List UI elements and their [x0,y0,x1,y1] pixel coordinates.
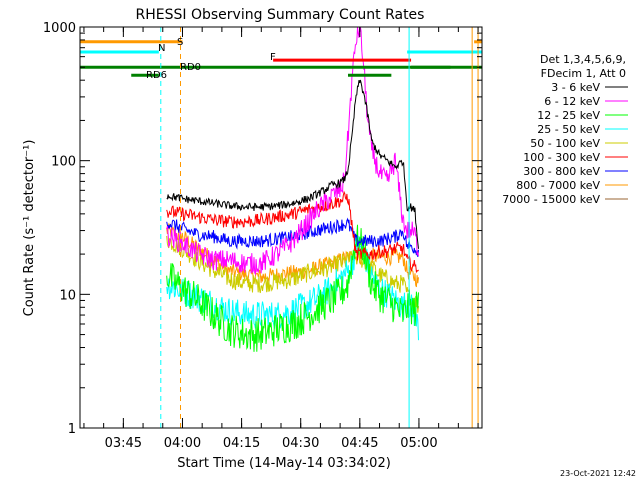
series-line-50-to-100-kev [166,235,419,313]
series-line-25-to-50-kev [166,236,419,341]
annotations-layer: S N RD0 RD6 F [146,37,276,81]
y-axis: 1 10 100 1000 [43,21,482,437]
x-tick-label: 03:45 [105,436,142,451]
x-axis-label: Start Time (14-May-14 03:34:02) [177,456,391,471]
y-axis-label: Count Rate (s⁻¹ detector⁻¹) [22,140,37,317]
series-line-12-to-25-kev [166,224,419,352]
annotation-n-label: N [158,43,165,54]
legend: Det 1,3,4,5,6,9, FDecim 1, Att 0 3 - 6 k… [502,53,628,206]
series-layer [166,26,419,352]
annotation-f-label: F [270,52,276,63]
y-tick-label: 10 [59,288,76,303]
legend-entry-label: 300 - 800 keV [523,165,600,178]
legend-entry-label: 3 - 6 keV [551,81,600,94]
legend-entry-label: 7000 - 15000 keV [502,193,600,206]
series-line-100-to-300-kev [166,190,419,274]
footer-timestamp: 23-Oct-2021 12:42 [560,469,636,478]
series-line-300-to-800-kev [166,217,419,258]
y-tick-label: 1 [68,422,76,437]
x-tick-label: 04:45 [341,436,378,451]
legend-entry-label: 50 - 100 keV [530,137,600,150]
x-tick-label: 04:00 [164,436,201,451]
x-tick-label: 04:30 [282,436,319,451]
series-line-6-to-12-kev [166,26,419,276]
legend-entry-label: 12 - 25 keV [537,109,600,122]
chart-title: RHESSI Observing Summary Count Rates [136,7,425,23]
y-tick-label: 100 [51,155,76,170]
plot-area [79,26,482,428]
x-axis: 03:45 04:00 04:15 04:30 04:45 05:00 [83,27,479,451]
annotation-rd6-label: RD6 [146,70,167,81]
annotation-rd0-label: RD0 [180,62,201,73]
legend-header-line-1: Det 1,3,4,5,6,9, [540,53,626,66]
x-tick-label: 05:00 [400,436,437,451]
y-tick-label: 1000 [43,21,76,36]
series-line-3-to-6-kev [166,79,419,249]
legend-entry-label: 100 - 300 keV [523,151,600,164]
legend-header-line-2: FDecim 1, Att 0 [541,67,626,80]
x-tick-label: 04:15 [223,436,260,451]
legend-entry-label: 6 - 12 keV [544,95,600,108]
annotation-s-label: S [177,37,183,48]
legend-entry-label: 800 - 7000 keV [516,179,600,192]
legend-entry-label: 25 - 50 keV [537,123,600,136]
